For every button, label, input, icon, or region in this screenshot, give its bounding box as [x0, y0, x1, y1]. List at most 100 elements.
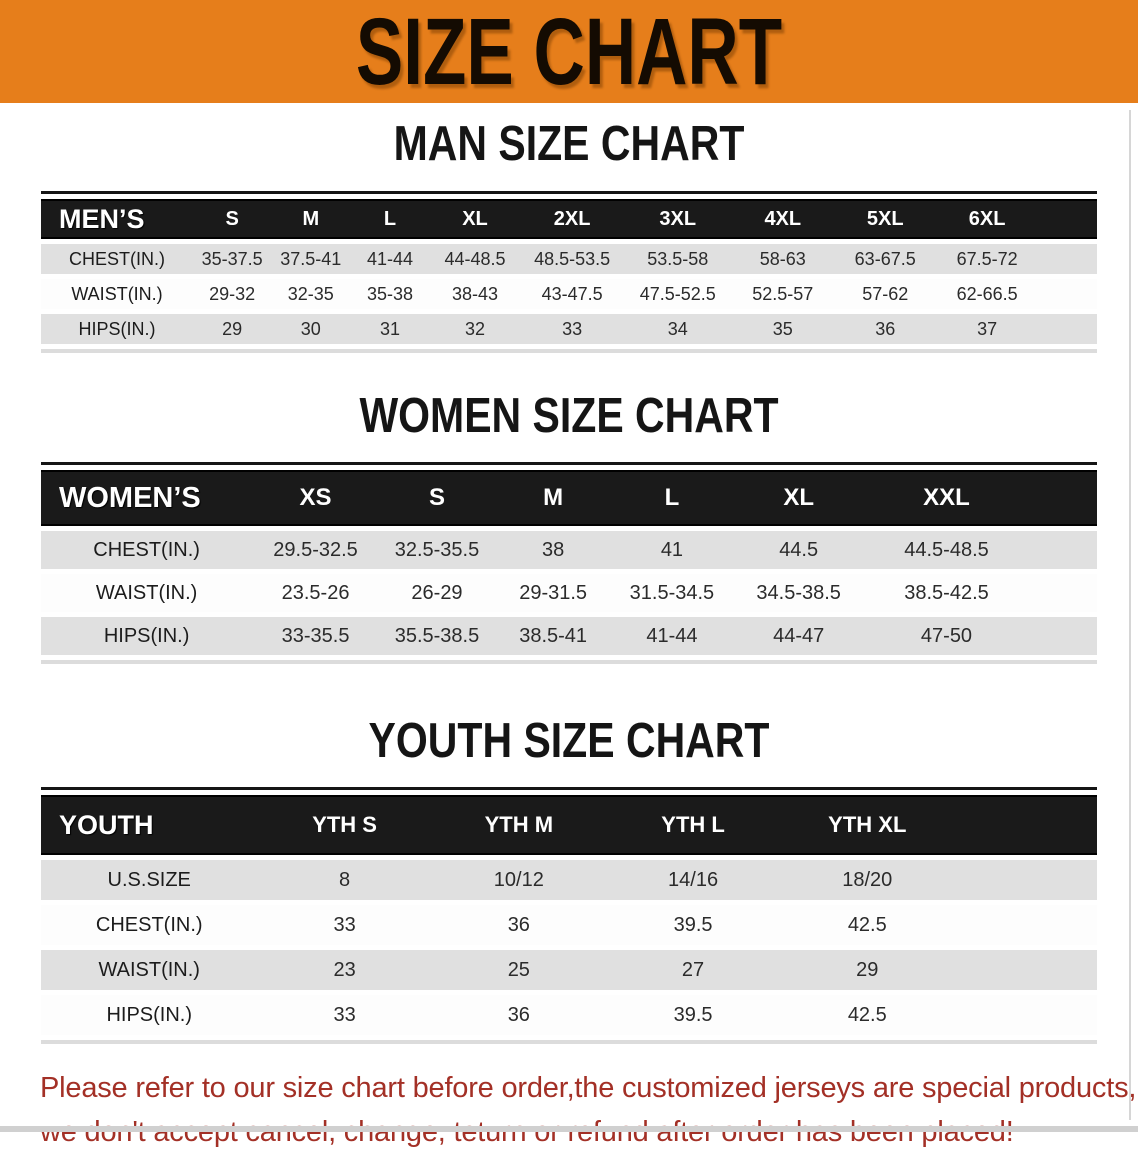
- women-cell-2-1: 35.5-38.5: [378, 617, 496, 655]
- women-column-header-0: XS: [252, 470, 379, 526]
- youth-row-label-2: WAIST(IN.): [41, 950, 258, 990]
- right-edge-artifact: [1129, 110, 1131, 1120]
- youth-cell-2-1: 25: [431, 950, 606, 990]
- men-column-header-5: 3XL: [623, 199, 732, 239]
- men-size-table: MEN’S S M L XL 2XL 3XL 4XL 5XL 6XL CHEST(IN.) 35-37…: [41, 191, 1097, 353]
- youth-cell-3-1: 36: [431, 995, 606, 1035]
- youth-cell-2-2: 27: [605, 950, 781, 990]
- men-header-filler: [1037, 199, 1097, 239]
- men-row-2: HIPS(IN.) 29 30 31 32 33 34 35 36 37: [41, 314, 1097, 344]
- men-table: MEN’S S M L XL 2XL 3XL 4XL 5XL 6XL CHEST(IN.) 35-37…: [41, 194, 1097, 349]
- youth-row-label-1: CHEST(IN.): [41, 905, 258, 945]
- youth-table: YOUTH YTH S YTH M YTH L YTH XL U.S.SIZE 8 10/12…: [41, 790, 1097, 1040]
- men-cell-0-2: 41-44: [350, 244, 430, 274]
- women-cell-1-4: 34.5-38.5: [732, 574, 865, 612]
- men-cell-1-8: 62-66.5: [936, 279, 1038, 309]
- women-cell-2-0: 33-35.5: [252, 617, 379, 655]
- men-row-0: CHEST(IN.) 35-37.5 37.5-41 41-44 44-48.5 48.5…: [41, 244, 1097, 274]
- women-row-label-2: HIPS(IN.): [41, 617, 253, 655]
- youth-row-label-3: HIPS(IN.): [41, 995, 258, 1035]
- men-cell-2-6: 35: [731, 314, 834, 344]
- youth-section-heading: YOUTH SIZE CHART: [368, 712, 770, 768]
- women-header-row: WOMEN’S XS S M L XL XXL: [41, 470, 1097, 526]
- youth-row-3: HIPS(IN.) 33 36 39.5 42.5: [41, 995, 1097, 1035]
- women-row-label-0: CHEST(IN.): [41, 531, 253, 569]
- order-policy-line-1: Please refer to our size chart before or…: [40, 1072, 1137, 1104]
- women-cell-1-3: 31.5-34.5: [611, 574, 733, 612]
- women-row-2: HIPS(IN.) 33-35.5 35.5-38.5 38.5-41 41-44 44-…: [41, 617, 1097, 655]
- bottom-edge-strip: [0, 1126, 1138, 1132]
- youth-cell-filler: [954, 950, 1097, 990]
- women-cell-1-2: 29-31.5: [495, 574, 612, 612]
- women-column-header-1: S: [378, 470, 496, 526]
- men-column-header-2: L: [350, 199, 430, 239]
- men-cell-2-5: 34: [623, 314, 732, 344]
- youth-cell-1-3: 42.5: [780, 905, 955, 945]
- men-cell-filler: [1037, 314, 1097, 344]
- men-cell-2-2: 31: [350, 314, 430, 344]
- youth-header-row: YOUTH YTH S YTH M YTH L YTH XL: [41, 795, 1097, 855]
- women-cell-filler: [1028, 617, 1097, 655]
- men-cell-2-8: 37: [936, 314, 1038, 344]
- women-table: WOMEN’S XS S M L XL XXL CHEST(IN.) 29.5-32.5 32.5…: [41, 465, 1097, 660]
- women-cell-2-3: 41-44: [611, 617, 733, 655]
- youth-cell-0-0: 8: [257, 860, 432, 900]
- men-cell-2-0: 29: [193, 314, 272, 344]
- youth-cell-filler: [954, 860, 1097, 900]
- men-column-header-3: XL: [429, 199, 521, 239]
- women-column-header-4: XL: [732, 470, 865, 526]
- youth-cell-0-2: 14/16: [605, 860, 781, 900]
- men-column-header-8: 6XL: [936, 199, 1038, 239]
- men-cell-0-0: 35-37.5: [193, 244, 272, 274]
- men-column-header-0: S: [193, 199, 272, 239]
- youth-cell-1-0: 33: [257, 905, 432, 945]
- women-cell-0-5: 44.5-48.5: [864, 531, 1029, 569]
- men-cell-0-8: 67.5-72: [936, 244, 1038, 274]
- women-row-label-1: WAIST(IN.): [41, 574, 253, 612]
- youth-row-label-0: U.S.SIZE: [41, 860, 258, 900]
- men-cell-0-7: 63-67.5: [834, 244, 937, 274]
- youth-cell-2-3: 29: [780, 950, 955, 990]
- youth-header-filler: [954, 795, 1097, 855]
- men-cell-1-4: 43-47.5: [520, 279, 624, 309]
- youth-cell-1-2: 39.5: [605, 905, 781, 945]
- women-section-heading: WOMEN SIZE CHART: [359, 387, 779, 443]
- youth-cell-2-0: 23: [257, 950, 432, 990]
- women-row-1: WAIST(IN.) 23.5-26 26-29 29-31.5 31.5-34.5 34…: [41, 574, 1097, 612]
- men-cell-2-1: 30: [271, 314, 351, 344]
- men-cell-1-5: 47.5-52.5: [623, 279, 732, 309]
- youth-cell-3-3: 42.5: [780, 995, 955, 1035]
- youth-size-table: YOUTH YTH S YTH M YTH L YTH XL U.S.SIZE 8 10/12…: [41, 787, 1097, 1044]
- women-section: WOMEN SIZE CHART WOMEN’S XS S M L XL XXL CHEST(…: [0, 387, 1138, 664]
- men-row-1: WAIST(IN.) 29-32 32-35 35-38 38-43 43-47.5 47.…: [41, 279, 1097, 309]
- men-column-header-7: 5XL: [834, 199, 937, 239]
- women-cell-1-5: 38.5-42.5: [864, 574, 1029, 612]
- women-column-header-3: L: [611, 470, 733, 526]
- women-column-header-5: XXL: [864, 470, 1029, 526]
- men-cell-0-1: 37.5-41: [271, 244, 351, 274]
- order-policy-line-2: we don't accept cancel, change, teturn o…: [40, 1116, 1014, 1148]
- men-cell-0-3: 44-48.5: [429, 244, 521, 274]
- men-cell-0-6: 58-63: [731, 244, 834, 274]
- women-cell-2-5: 47-50: [864, 617, 1029, 655]
- men-row-label-0: CHEST(IN.): [41, 244, 194, 274]
- youth-cell-3-0: 33: [257, 995, 432, 1035]
- men-row-label-1: WAIST(IN.): [41, 279, 194, 309]
- women-cell-0-2: 38: [495, 531, 612, 569]
- men-column-header-1: M: [271, 199, 351, 239]
- youth-column-header-3: YTH XL: [780, 795, 955, 855]
- banner: SIZE CHART: [0, 0, 1138, 105]
- men-cell-1-2: 35-38: [350, 279, 430, 309]
- men-section-heading: MAN SIZE CHART: [393, 115, 745, 171]
- women-cell-0-1: 32.5-35.5: [378, 531, 496, 569]
- men-cell-1-3: 38-43: [429, 279, 521, 309]
- women-header-filler: [1028, 470, 1097, 526]
- men-cell-filler: [1037, 279, 1097, 309]
- youth-cell-3-2: 39.5: [605, 995, 781, 1035]
- size-chart-content: MAN SIZE CHART MEN’S S M L XL 2XL 3XL 4XL 5XL 6XL…: [0, 115, 1138, 1044]
- youth-section: YOUTH SIZE CHART YOUTH YTH S YTH M YTH L YTH…: [0, 712, 1138, 1044]
- men-cell-2-7: 36: [834, 314, 937, 344]
- women-cell-2-2: 38.5-41: [495, 617, 612, 655]
- youth-column-header-1: YTH M: [431, 795, 606, 855]
- men-cell-1-1: 32-35: [271, 279, 351, 309]
